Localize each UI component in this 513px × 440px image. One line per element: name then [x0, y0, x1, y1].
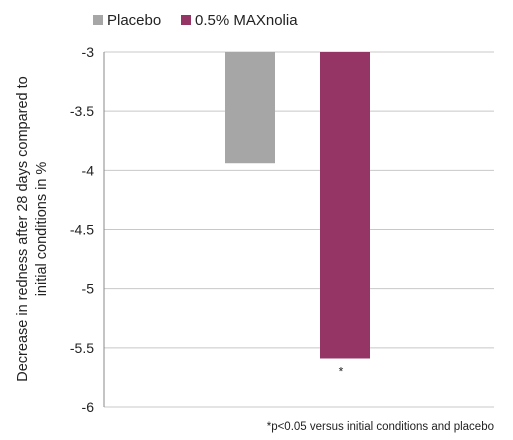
- y-tick-label: -3: [82, 44, 95, 60]
- y-tick-label: -6: [82, 399, 95, 415]
- y-tick-labels: -3 -3.5 -4 -4.5 -5 -5.5 -6: [70, 44, 94, 415]
- y-axis-label-line-2: initial conditions in %: [34, 162, 50, 297]
- bar-placebo: [225, 52, 275, 164]
- bar-annotations: *: [339, 364, 344, 378]
- legend-swatch: [181, 15, 191, 25]
- footnote: *p<0.05 versus initial conditions and pl…: [267, 421, 494, 433]
- y-tick-label: -5.5: [70, 340, 94, 356]
- significance-marker: *: [339, 364, 344, 378]
- y-tick-label: -3.5: [70, 103, 94, 119]
- bars: [225, 52, 370, 359]
- legend-swatch: [93, 15, 103, 25]
- legend-label: 0.5% MAXnolia: [195, 12, 298, 29]
- legend: Placebo 0.5% MAXnolia: [93, 12, 298, 29]
- y-tick-label: -5: [82, 281, 95, 297]
- legend-label: Placebo: [107, 12, 161, 29]
- bar-maxnolia: [320, 52, 370, 359]
- gridlines: [104, 51, 494, 408]
- y-axis-label-line-1: Decrease in redness after 28 days compar…: [15, 76, 31, 381]
- y-tick-label: -4.5: [70, 222, 94, 238]
- y-tick-label: -4: [82, 162, 95, 178]
